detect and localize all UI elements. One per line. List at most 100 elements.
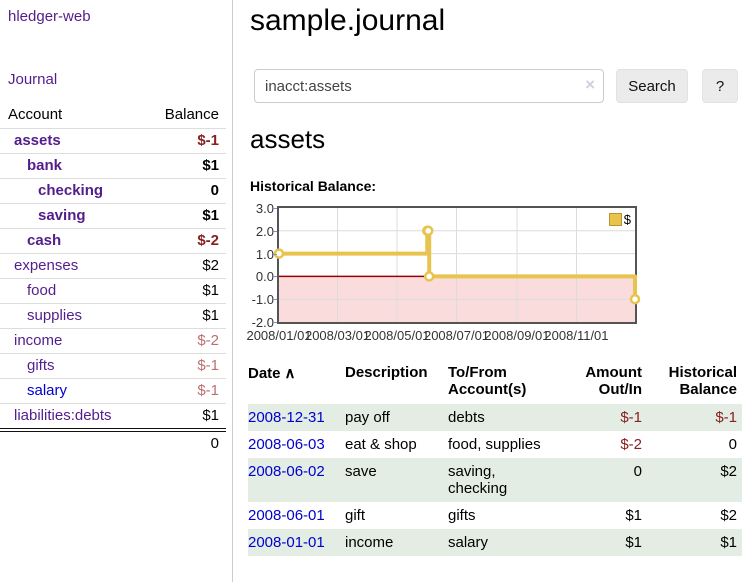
transaction-date-cell: 2008-06-01 <box>248 502 345 529</box>
account-link[interactable]: gifts <box>27 357 55 374</box>
search-button[interactable]: Search <box>616 69 688 103</box>
account-link[interactable]: checking <box>38 182 104 199</box>
account-link[interactable]: cash <box>27 232 62 249</box>
register-table: Date ∧ Description To/From Account(s) Amo… <box>248 360 742 556</box>
y-axis-tick-mark <box>273 253 277 255</box>
app-brand-link[interactable]: hledger-web <box>8 8 91 25</box>
accounts-total-value: 0 <box>139 428 226 456</box>
x-axis-tick-label: 2008/05/01 <box>364 328 430 343</box>
account-balance: $1 <box>139 203 226 228</box>
transaction-amount-cell: 0 <box>558 458 642 502</box>
transaction-date-cell: 2008-01-01 <box>248 529 345 556</box>
x-axis-tick-label: 2008/09/01 <box>484 328 550 343</box>
transaction-balance-cell: 0 <box>728 436 737 453</box>
transaction-date-cell: 2008-12-31 <box>248 404 345 431</box>
transaction-date-cell: 2008-06-03 <box>248 431 345 458</box>
x-axis-tick-label: 2008/07/01 <box>423 328 490 343</box>
account-balance: $1 <box>139 303 226 328</box>
table-row: 2008-06-02 save saving, checking 0 $2 <box>248 458 742 502</box>
account-link[interactable]: bank <box>27 157 63 174</box>
account-balance: $1 <box>139 278 226 303</box>
account-row: cash $-2 <box>0 228 226 253</box>
transaction-description-cell: gift <box>345 507 366 524</box>
register-body: 2008-12-31 pay off debts $-1 $-1 2008-06-03 ea… <box>248 404 742 556</box>
register-header-row: Date ∧ Description To/From Account(s) Amo… <box>248 360 742 404</box>
sidebar-item-journal[interactable]: Journal <box>8 71 58 88</box>
transaction-date-link[interactable]: 2008-06-02 <box>248 463 325 480</box>
transaction-date-link[interactable]: 2008-01-01 <box>248 534 325 551</box>
help-button[interactable]: ? <box>702 69 738 103</box>
account-link[interactable]: saving <box>38 207 86 224</box>
account-row: gifts $-1 <box>0 353 226 378</box>
account-row: liabilities:debts $1 <box>0 403 226 428</box>
account-balance: $-1 <box>139 128 226 153</box>
transaction-accounts-cell: food, supplies <box>448 436 541 453</box>
y-axis-tick-label: 3.0 <box>255 201 274 216</box>
table-row: 2008-06-01 gift gifts $1 $2 <box>248 502 742 529</box>
y-axis-tick-label: 2.0 <box>255 223 274 239</box>
account-balance: $1 <box>139 153 226 178</box>
accounts-header-account: Account <box>8 106 63 123</box>
search-box: × <box>254 69 604 103</box>
account-balance: 0 <box>139 178 226 203</box>
register-header-date[interactable]: Date ∧ <box>248 365 296 382</box>
y-axis-tick-label: 1.0 <box>255 246 274 262</box>
account-row: saving $1 <box>0 203 226 228</box>
account-link[interactable]: liabilities:debts <box>14 407 112 424</box>
account-link[interactable]: income <box>14 332 63 349</box>
account-heading: assets <box>250 124 326 154</box>
account-row: income $-2 <box>0 328 226 353</box>
transaction-date-cell: 2008-06-02 <box>248 458 345 502</box>
transaction-description-cell: save <box>345 458 448 502</box>
historical-balance-chart: $ 3.0 2.0 1.0 0.0 -1.0 -2.0 2008/01/01 2008/03/… <box>246 201 742 350</box>
register-header-balance: Historical Balance <box>668 364 737 398</box>
transaction-date-link[interactable]: 2008-06-01 <box>248 507 325 524</box>
register-header-description: Description <box>345 364 428 381</box>
accounts-header-balance: Balance <box>164 106 219 123</box>
account-link[interactable]: supplies <box>27 307 83 324</box>
page-title: sample.journal <box>250 4 446 37</box>
account-balance: $2 <box>139 253 226 278</box>
y-axis-tick-mark <box>273 299 277 301</box>
sort-asc-icon: ∧ <box>284 365 296 382</box>
account-balance: $1 <box>139 403 226 428</box>
account-row: food $1 <box>0 278 226 303</box>
transaction-amount-cell: $-1 <box>558 404 642 431</box>
account-link[interactable]: assets <box>14 132 61 149</box>
table-row: 2008-06-03 eat & shop food, supplies $-2 0 <box>248 431 742 458</box>
sidebar: hledger-web Journal Account Balance asse… <box>0 0 233 582</box>
x-axis-tick-label: 2008/11/01 <box>544 328 609 343</box>
legend-label: $ <box>623 212 631 227</box>
transaction-date-link[interactable]: 2008-06-03 <box>248 436 325 453</box>
account-row: expenses $2 <box>0 253 226 278</box>
account-row: checking 0 <box>0 178 226 203</box>
transaction-balance-cell: $2 <box>642 458 742 502</box>
legend-swatch-icon <box>608 213 622 226</box>
transaction-description-cell: eat & shop <box>345 436 417 453</box>
transaction-balance-cell: $-1 <box>642 404 742 431</box>
account-link[interactable]: expenses <box>14 257 79 274</box>
transaction-description-cell: income <box>345 529 448 556</box>
account-row: supplies $1 <box>0 303 226 328</box>
transaction-balance-cell: $2 <box>720 507 737 524</box>
account-link[interactable]: food <box>27 282 57 299</box>
chart-label: Historical Balance: <box>250 178 377 194</box>
register-header-amount: Amount Out/In <box>585 364 642 398</box>
chart-plot-area: $ <box>273 206 641 324</box>
accounts-total-spacer <box>0 428 140 456</box>
chart-legend: $ <box>608 212 631 227</box>
clear-search-icon[interactable]: × <box>585 75 595 94</box>
transaction-description-cell: pay off <box>345 404 448 431</box>
transaction-date-link[interactable]: 2008-12-31 <box>248 409 325 426</box>
transaction-amount-cell: $1 <box>625 507 642 524</box>
account-row: assets $-1 <box>0 128 226 153</box>
account-link[interactable]: salary <box>27 382 68 399</box>
transaction-accounts-cell: salary <box>448 529 558 556</box>
search-input[interactable] <box>254 69 604 103</box>
y-axis-tick-mark <box>273 322 277 323</box>
table-row: 2008-12-31 pay off debts $-1 $-1 <box>248 404 742 431</box>
main-panel: sample.journal × Search ? assets Histori… <box>246 0 742 582</box>
y-axis-tick-label: 0.0 <box>255 269 274 285</box>
register-header-accounts: To/From Account(s) <box>448 364 527 398</box>
y-axis-tick-mark <box>273 230 277 232</box>
